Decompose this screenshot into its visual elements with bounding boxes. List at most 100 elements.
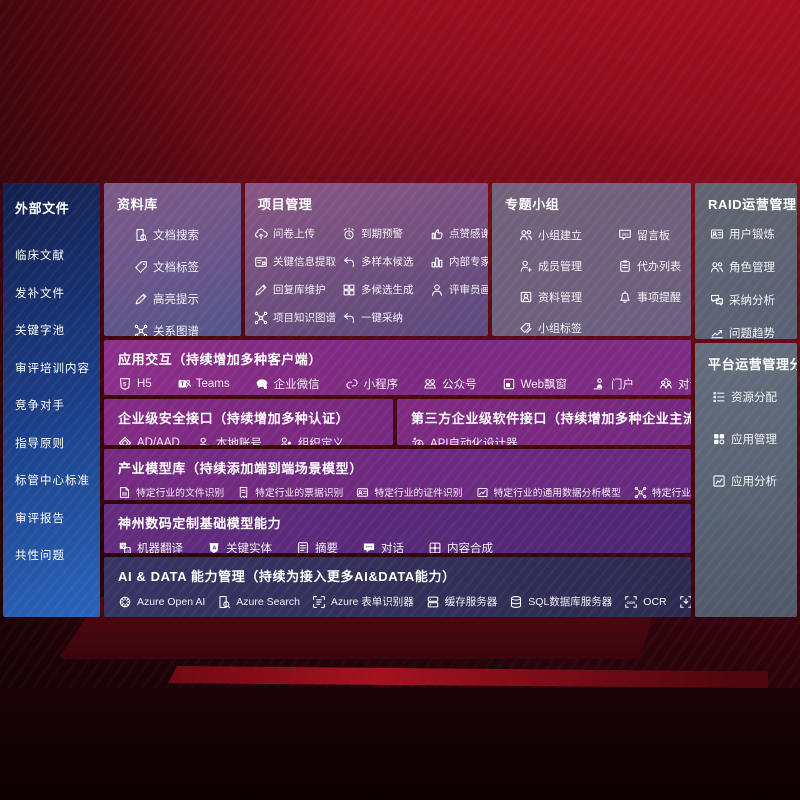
sidebar-item: 竞争对手 [15,397,94,413]
feature-label: 标管中心标准 [15,475,90,487]
server-icon [426,595,440,609]
svg-text:QA: QA [718,300,722,304]
bbs-board-icon: BBS [618,228,632,242]
feature-label: 采纳分析 [729,295,775,307]
feature-label: 文档搜索 [153,230,199,242]
person-add-icon [519,259,533,273]
miniprogram-icon [345,377,359,391]
feature-label: 一键采纳 [361,312,403,324]
speech-icon [679,595,691,609]
feature-label: 内部专家排名 [449,256,488,268]
feature-label: 组织定义 [297,438,344,445]
graph-icon [134,324,148,336]
third-party-items: API自动化设计器 [397,427,691,445]
feature-item: 资源分配 [712,389,797,405]
feature-label: 关键字池 [15,325,65,337]
feature-label: 特定行业的证件识别 [374,488,463,499]
feature-label: 文档标签 [153,262,199,274]
feature-item: 问题趋势 [710,325,797,339]
feature-item: QA 采纳分析 [710,292,797,308]
feature-item: Azure Open AI [118,595,205,609]
feature-label: 评审员画像 [449,284,488,296]
svg-text:A: A [212,546,216,552]
clipboard-icon [618,259,632,273]
sidebar-item: 指导原则 [15,435,94,451]
ocr-frame-icon: OCR [624,595,638,609]
feature-label: 项目知识图谱 [273,312,336,324]
row-base-models: 神州数码定制基础模型能力 文 A 机器翻译 A 关键实体 摘要 对话 内容合成 [104,504,691,553]
feature-label: 多候选生成 [361,284,414,296]
openai-icon [118,595,132,609]
doc-search-icon [217,595,231,609]
person-badge-icon [197,436,211,445]
database-icon [509,595,523,609]
feature-label: 问题趋势 [729,328,775,339]
feature-item: 多候选生成 [342,282,430,297]
apps-grid-icon [712,432,726,446]
row-title: 企业级安全接口（持续增加多种认证） [118,411,350,426]
feature-label: 临床文献 [15,250,65,262]
row-security-interface: 企业级安全接口（持续增加多种认证） AD/AAD 本地账号 组织定义 [104,399,393,445]
row-title: 神州数码定制基础模型能力 [118,516,282,531]
feature-label: 成员管理 [538,261,582,273]
backdrop-shape-strip [168,666,768,688]
feature-label: 高亮提示 [153,294,199,306]
feature-item: Web飘窗 [502,376,567,392]
feature-label: Azure Open AI [137,595,206,608]
qa-bubbles-icon: QA [710,293,724,307]
feature-item: 评审员画像 [430,282,488,297]
feature-label: 对话 [381,543,404,553]
panel-external-files: 外部文件 临床文献 发补文件 关键字池 审评培训内容 竞争对手 指导原则 标管中心标准 审评报… [3,183,100,617]
feature-label: 特定行业的票据识别 [255,488,344,499]
feature-item: 本地账号 [197,435,262,445]
feature-label: AD/AAD [137,437,180,445]
base-model-items: 文 A 机器翻译 A 关键实体 摘要 对话 内容合成 [104,532,691,553]
feature-item: 特定行业的通用知识图谱模型 [634,485,691,499]
reply-arrow-icon [342,311,356,325]
feature-label: 关键实体 [226,543,272,553]
feature-item: 摘要 [296,540,338,553]
feature-label: 到期预警 [361,228,403,240]
receipt-icon [237,486,250,499]
feature-item: A 关键实体 [207,540,272,553]
shield-a-icon: A [207,541,221,553]
feature-label: OCR [643,595,667,608]
rank-bars-icon [430,255,444,269]
feature-label: 应用管理 [731,434,777,446]
feature-item: 门户 [592,376,634,392]
dialog-people-icon [659,377,673,391]
feature-item: 应用管理 [712,431,797,447]
org-people-icon [279,436,293,445]
interaction-items: 5 H5 T Teams 企业微信 小程序 公众号 Web飘窗 门户 对话 [104,368,691,392]
person-icon [430,283,444,297]
feature-item: 小程序 [345,376,398,392]
row-app-interaction: 应用交互（持续增加多种客户端） 5 H5 T Teams 企业微信 小程序 公众号 Web飘窗… [104,340,691,395]
feature-item: 5 H5 [118,377,152,391]
h5-badge-icon: 5 [118,377,132,391]
feature-item: 项目知识图谱 [254,310,342,325]
ai-data-items: Azure Open AI Azure Search Azure 表单识别器 缓存服务… [104,585,691,609]
feature-label: 公众号 [442,379,477,391]
thumb-up-icon [430,227,444,241]
main-column: 资料库 文档搜索文档标签高亮提示关系图谱文档分类 项目管理 问卷上传到期预警点赞… [104,183,691,617]
topic-group-items: 小组建立 BBS 留言板 成员管理 代办列表 资料管理 事项提醒 小组标签 [492,213,691,336]
panel-title: 专题小组 [505,197,560,212]
feature-label: 竞争对手 [15,400,65,412]
feature-label: 留言板 [637,230,670,242]
panel-title: 项目管理 [258,197,313,212]
feature-label: Web飘窗 [520,379,568,391]
alarm-icon [342,227,356,241]
diamond-icon [118,436,132,445]
chat-dots-icon [362,541,376,553]
pen-icon [134,292,148,306]
feature-item: AD/AAD [118,436,180,445]
feature-item: BBS 留言板 [618,227,691,243]
feature-item: 点赞感谢 [430,226,488,241]
feature-item: 文 A 机器翻译 [118,540,183,553]
panel-title: 资料库 [117,197,158,212]
row-industry-models: 产业模型库（持续添加端到端场景模型） 特定行业的文件识别 特定行业的票据识别 特定行… [104,449,691,500]
card-icon [254,255,268,269]
compose-grid-icon [428,541,442,553]
